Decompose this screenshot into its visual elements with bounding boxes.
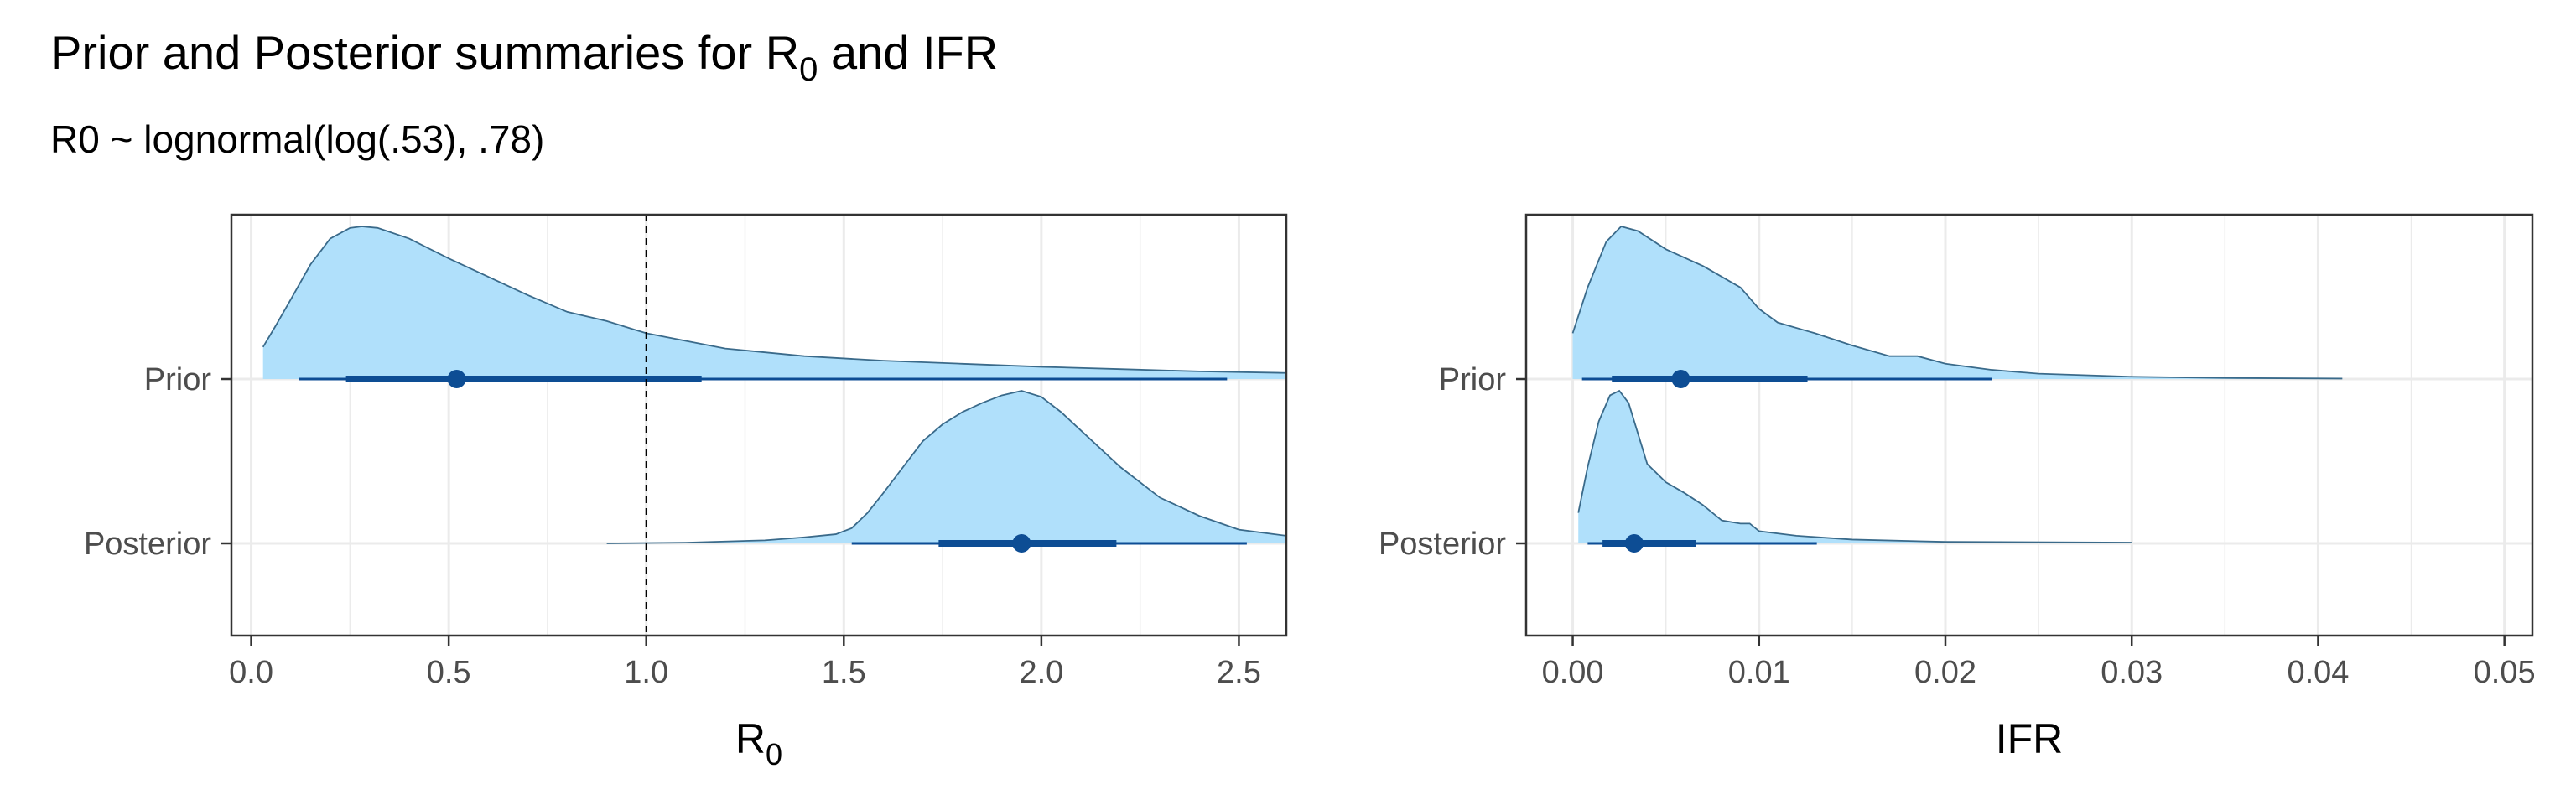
panel-ifr: 0.00 0.01 0.02 0.03 0.04 0.05 Prior Posterior IF… — [1379, 213, 2536, 762]
density-prior — [1572, 226, 2343, 379]
x-tick-label: 2.5 — [1217, 655, 1261, 690]
density-outline-posterior — [1577, 389, 2132, 543]
density-outline-posterior — [606, 390, 1286, 544]
x-axis-title-main: R — [735, 715, 766, 762]
panel-border — [1524, 213, 2534, 637]
x-tick-label: 2.0 — [1019, 655, 1063, 690]
y-tick-label: Posterior — [1379, 527, 1506, 562]
y-tick-label: Posterior — [84, 527, 211, 562]
plot-area — [1571, 225, 2343, 553]
x-tick-label: 0.01 — [1728, 655, 1790, 690]
x-tick-label: 0.0 — [229, 655, 273, 690]
x-tick-label: 0.5 — [427, 655, 471, 690]
chart-subtitle: R0 ~ lognormal(log(.53), .78) — [50, 117, 544, 161]
panel-r0: 0.0 0.5 1.0 1.5 2.0 2.5 Prior Posterior R0 — [84, 213, 1288, 771]
point-estimate-posterior — [1012, 534, 1031, 553]
x-axis-title: IFR — [1996, 715, 2064, 762]
x-tick-label: 1.0 — [624, 655, 668, 690]
panel-border — [230, 213, 1288, 637]
x-axis-title-subscript: 0 — [766, 737, 782, 771]
density-posterior — [1578, 391, 2132, 543]
y-tick-label: Prior — [1439, 362, 1507, 397]
x-tick-label: 0.05 — [2474, 655, 2536, 690]
density-prior — [262, 226, 1286, 379]
chart-title: Prior and Posterior summaries for R0 and… — [50, 26, 998, 88]
x-tick-label: 0.04 — [2287, 655, 2349, 690]
density-outline-prior — [262, 226, 1286, 374]
x-tick-label: 0.02 — [1914, 655, 1976, 690]
point-estimate-posterior — [1624, 534, 1644, 553]
x-tick-label: 1.5 — [822, 655, 866, 690]
x-tick-label: 0.03 — [2101, 655, 2163, 690]
x-axis-title-main: IFR — [1996, 715, 2064, 762]
y-tick-label: Prior — [144, 362, 212, 397]
plot-area — [262, 226, 1286, 553]
point-estimate-prior — [1671, 370, 1690, 388]
x-tick-label: 0.00 — [1542, 655, 1604, 690]
x-axis-title: R0 — [735, 715, 782, 771]
density-posterior — [606, 391, 1286, 543]
point-estimate-prior — [447, 370, 466, 388]
density-outline-prior — [1571, 225, 2343, 380]
